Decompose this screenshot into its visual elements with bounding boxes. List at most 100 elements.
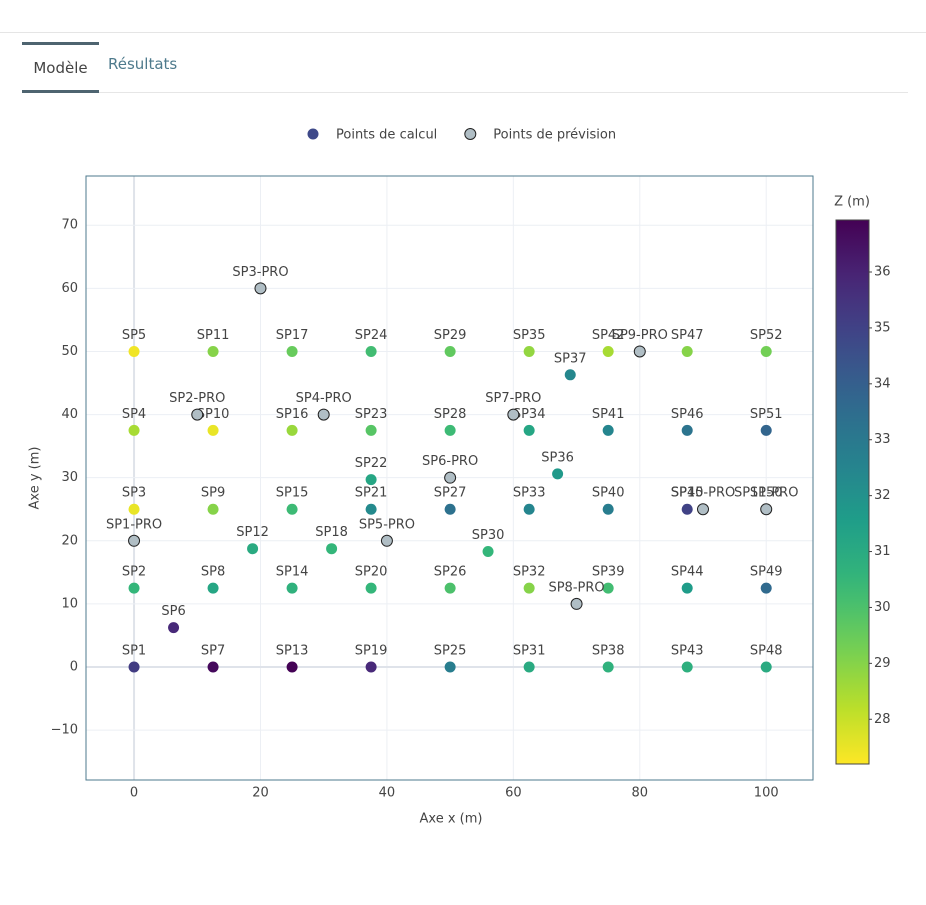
data-point <box>365 582 377 594</box>
point-label: SP45 <box>671 486 704 501</box>
data-point <box>286 424 298 436</box>
data-point <box>207 503 219 515</box>
data-point <box>317 408 330 421</box>
data-point <box>444 424 456 436</box>
data-point <box>523 345 535 357</box>
y-axis-title: Axe y (m) <box>28 447 43 510</box>
data-point <box>760 582 772 594</box>
data-point <box>697 503 710 516</box>
point-label: SP2 <box>122 565 146 580</box>
data-point <box>207 582 219 594</box>
colorbar-tick-label: 30 <box>874 600 891 615</box>
point-label: SP5-PRO <box>359 517 415 532</box>
data-point <box>602 582 614 594</box>
colorbar-tick-label: 31 <box>874 544 891 559</box>
point-label: SP7-PRO <box>485 391 541 406</box>
legend-label: Points de calcul <box>336 128 437 143</box>
data-point <box>633 345 646 358</box>
y-tick-label: 40 <box>61 407 78 422</box>
data-point <box>128 661 140 673</box>
point-label: SP4 <box>122 407 146 422</box>
colorbar <box>835 219 870 765</box>
point-label: SP41 <box>592 407 625 422</box>
point-label: SP32 <box>513 565 546 580</box>
y-tick-label: 30 <box>61 470 78 485</box>
point-label: SP24 <box>355 328 388 343</box>
y-tick-label: 10 <box>61 596 78 611</box>
tab-bar: Modèle Résultats <box>22 42 908 93</box>
data-point <box>602 424 614 436</box>
data-point <box>128 503 140 515</box>
point-label: SP9-PRO <box>612 328 668 343</box>
point-label: SP38 <box>592 644 625 659</box>
data-point <box>286 503 298 515</box>
point-label: SP37 <box>554 351 587 366</box>
point-label: SP52 <box>750 328 783 343</box>
tab[interactable]: Modèle <box>22 42 99 93</box>
data-point <box>482 546 494 558</box>
data-point <box>286 345 298 357</box>
point-label: SP36 <box>541 450 574 465</box>
data-point <box>681 661 693 673</box>
x-tick-label: 0 <box>130 786 138 801</box>
point-label: SP23 <box>355 407 388 422</box>
point-label: SP48 <box>750 644 783 659</box>
data-point <box>168 622 180 634</box>
data-point <box>570 597 583 610</box>
data-point <box>365 503 377 515</box>
colorbar-tick-label: 35 <box>874 320 891 335</box>
data-point <box>128 534 141 547</box>
colorbar-tick-label: 33 <box>874 432 891 447</box>
point-label: SP6-PRO <box>422 454 478 469</box>
point-label: SP30 <box>472 528 505 543</box>
point-label: SP14 <box>276 565 309 580</box>
colorbar-tick-label: 28 <box>874 712 891 727</box>
point-label: SP34 <box>513 407 546 422</box>
point-label: SP18 <box>315 525 348 540</box>
legend-marker <box>464 128 477 140</box>
header-divider <box>0 32 926 33</box>
point-label: SP44 <box>671 565 704 580</box>
y-tick-label: 60 <box>61 281 78 296</box>
data-point <box>523 424 535 436</box>
data-point <box>247 543 259 555</box>
point-label: SP35 <box>513 328 546 343</box>
x-tick-label: 80 <box>632 786 649 801</box>
data-point <box>552 468 564 480</box>
colorbar-tick-label: 34 <box>874 376 891 391</box>
point-label: SP50 <box>750 486 783 501</box>
point-label: SP21 <box>355 486 388 501</box>
point-label: SP8 <box>201 565 225 580</box>
data-point <box>507 408 520 421</box>
point-label: SP3-PRO <box>232 265 288 280</box>
point-label: SP1-PRO <box>106 517 162 532</box>
data-point <box>365 345 377 357</box>
point-label: SP40 <box>592 486 625 501</box>
x-tick-label: 40 <box>379 786 396 801</box>
plot-frame <box>85 175 814 781</box>
point-label: SP11-PRO <box>734 486 798 501</box>
data-point <box>128 424 140 436</box>
x-axis-title: Axe x (m) <box>420 812 483 827</box>
x-tick-label: 60 <box>505 786 522 801</box>
y-tick-label: 20 <box>61 533 78 548</box>
data-point <box>444 503 456 515</box>
data-point <box>602 345 614 357</box>
tab[interactable]: Résultats <box>108 55 178 73</box>
data-point <box>128 345 140 357</box>
data-point <box>760 503 773 516</box>
point-label: SP31 <box>513 644 546 659</box>
point-label: SP6 <box>161 604 185 619</box>
data-point <box>681 345 693 357</box>
point-label: SP25 <box>434 644 467 659</box>
point-label: SP5 <box>122 328 146 343</box>
point-label: SP51 <box>750 407 783 422</box>
colorbar-tick-label: 29 <box>874 656 891 671</box>
x-tick-label: 20 <box>252 786 269 801</box>
colorbar-tick-label: 36 <box>874 264 891 279</box>
data-point <box>523 503 535 515</box>
point-label: SP46 <box>671 407 704 422</box>
data-point <box>444 661 456 673</box>
